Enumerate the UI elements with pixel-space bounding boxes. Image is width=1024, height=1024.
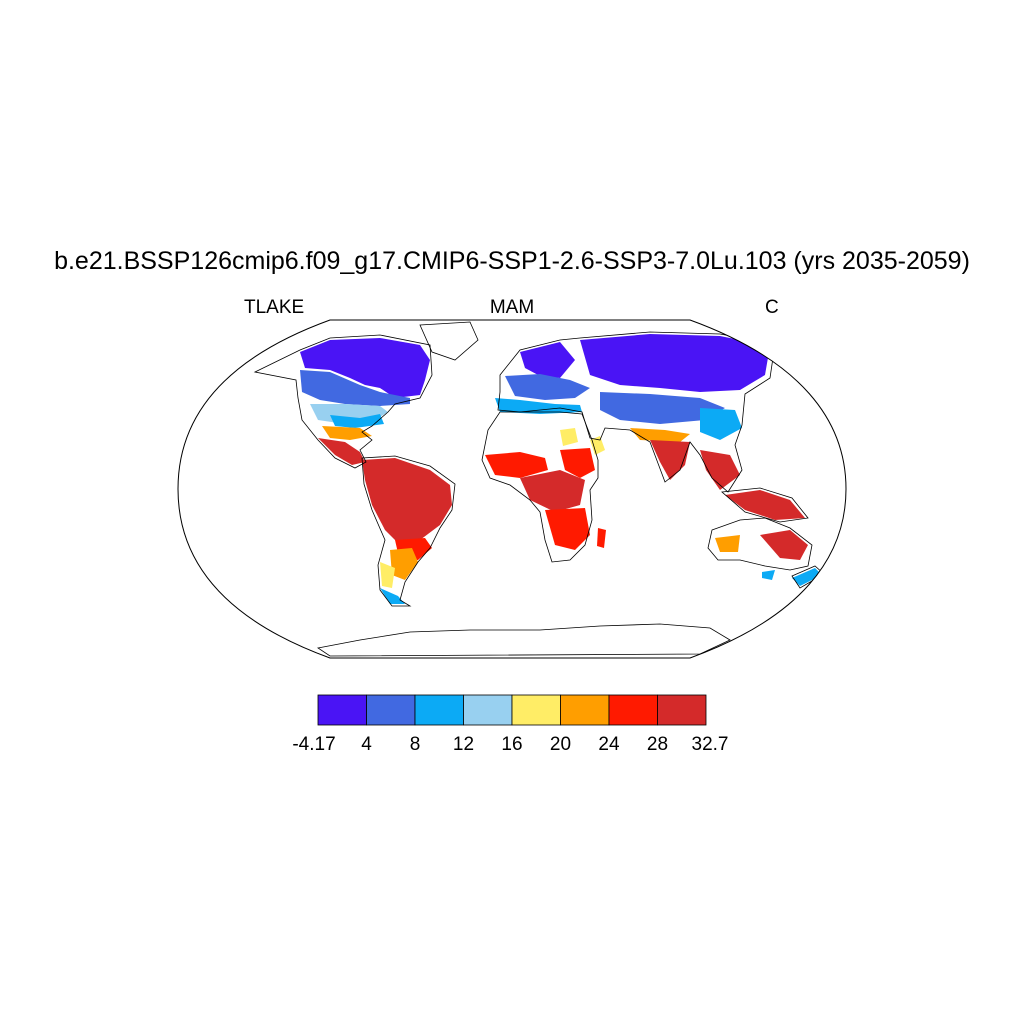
colorbar-box-5 [560, 694, 610, 726]
north-africa-region [560, 428, 578, 446]
us-south-region [330, 414, 384, 428]
australia-south-region [715, 535, 740, 552]
east-asia-region [700, 408, 742, 440]
central-asia-region [600, 392, 725, 424]
units-label: C [765, 297, 779, 318]
colorbar-tick-label: 28 [647, 734, 668, 755]
central-africa-region [520, 470, 585, 512]
australia-east-region [760, 530, 808, 560]
east-africa-region [560, 448, 595, 478]
patagonia-north-region [380, 562, 395, 588]
indonesia-coast [721, 487, 809, 523]
mediterranean-region [495, 398, 582, 414]
scandinavia-region [520, 342, 575, 378]
madagascar-region [597, 528, 606, 548]
antarctica-coast [316, 623, 731, 657]
colorbar-tick-label: -4.17 [292, 734, 335, 755]
colorbar-box-4 [511, 694, 561, 726]
africa-region [485, 428, 606, 550]
gulf-coast-region [322, 426, 372, 440]
west-africa-region [485, 452, 548, 478]
siberia-region [580, 334, 770, 392]
australia-coast [707, 517, 813, 571]
pampas-region [390, 548, 418, 580]
colorbar-box-1 [366, 694, 416, 726]
canada-south-region [300, 370, 410, 406]
north-america-region [300, 338, 430, 465]
variable-label: TLAKE [244, 297, 305, 318]
colorbar-tick-label: 12 [453, 734, 474, 755]
colorbar-tick-label: 20 [550, 734, 571, 755]
colorbar-tick-label: 16 [501, 734, 522, 755]
mexico-region [318, 438, 365, 465]
greenland-coast [419, 321, 479, 361]
southeast-asia-region [700, 450, 740, 490]
south-america-region [362, 458, 452, 604]
southern-africa-region [545, 508, 590, 550]
colorbar-box-0 [317, 694, 367, 726]
colorbar-tick-label: 8 [410, 734, 421, 755]
colorbar-tick-label: 4 [361, 734, 372, 755]
eurasia-region [495, 334, 805, 520]
arabia-region [590, 436, 605, 455]
colorbar-tick-label: 24 [598, 734, 620, 755]
colorbar-box-3 [463, 694, 513, 726]
colorbar-tick-label: 32.7 [692, 734, 729, 755]
indonesia-region [725, 490, 805, 520]
season-label: MAM [489, 297, 535, 318]
tasmania-region [762, 570, 775, 580]
africa-coast [481, 411, 599, 563]
europe-region [505, 374, 590, 400]
map-boundary [177, 319, 847, 659]
patagonia-south-region [380, 588, 405, 604]
colorbar-box-2 [414, 694, 464, 726]
north-america-coast [253, 334, 433, 469]
plot-title: b.e21.BSSP126cmip6.f09_g17.CMIP6-SSP1-2.… [54, 247, 970, 275]
new-zealand-region [792, 568, 822, 586]
eurasia-coast [497, 331, 776, 493]
amazon-region [362, 458, 452, 545]
colorbar-box-6 [608, 694, 658, 726]
oceania-region [715, 530, 822, 586]
canada-arctic-region [300, 338, 430, 398]
south-america-coast [361, 455, 456, 607]
south-asia-region [630, 428, 690, 442]
colorbar-box-7 [657, 694, 707, 726]
coastlines [253, 321, 825, 657]
